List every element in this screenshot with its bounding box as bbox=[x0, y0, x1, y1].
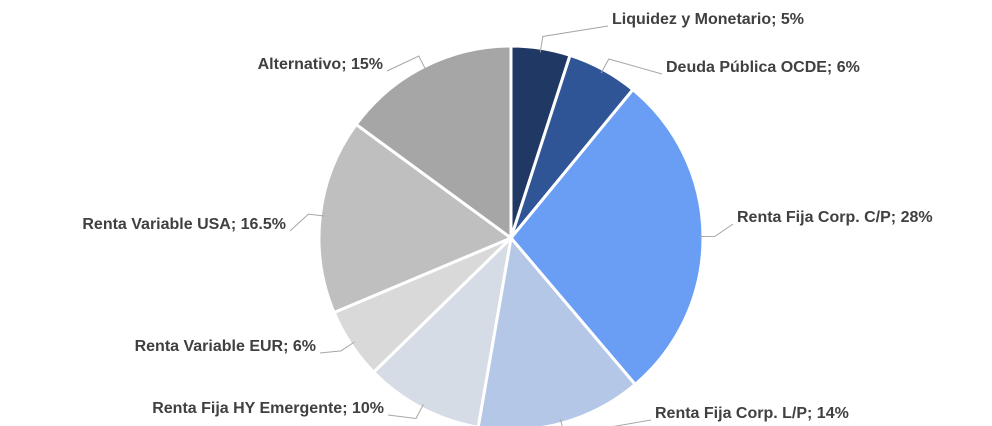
data-label: Renta Variable EUR; 6% bbox=[135, 338, 316, 355]
data-label: Liquidez y Monetario; 5% bbox=[612, 11, 804, 28]
leader-line bbox=[289, 213, 325, 232]
leader-line bbox=[698, 223, 734, 238]
leader-line bbox=[600, 58, 663, 75]
leader-line bbox=[539, 25, 609, 53]
data-label: Renta Fija Corp. C/P; 28% bbox=[737, 209, 933, 226]
data-label: Renta Fija HY Emergente; 10% bbox=[152, 400, 384, 417]
leader-line bbox=[387, 404, 424, 420]
leader-line bbox=[319, 341, 355, 354]
data-label: Renta Variable USA; 16.5% bbox=[82, 216, 286, 233]
leader-line bbox=[386, 55, 427, 72]
data-label: Alternativo; 15% bbox=[258, 56, 383, 73]
leader-line bbox=[559, 419, 652, 426]
data-label: Deuda Pública OCDE; 6% bbox=[666, 59, 860, 76]
data-label: Renta Fija Corp. L/P; 14% bbox=[655, 405, 849, 422]
